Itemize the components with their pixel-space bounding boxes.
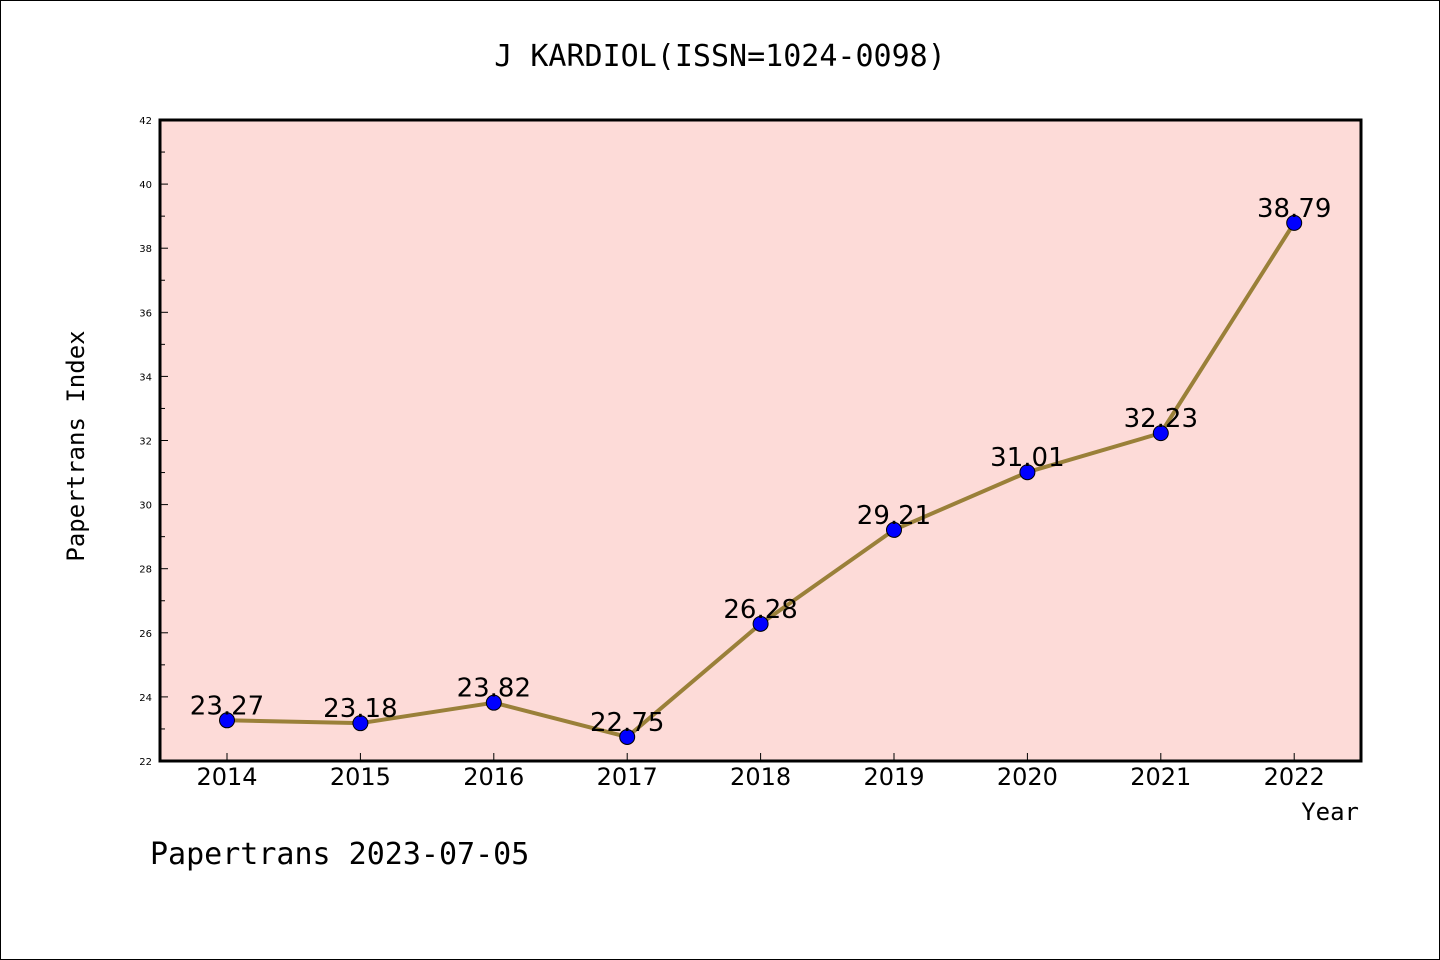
data-labels: 23.27 23.18 23.82 22.75 26.28 29.21 31.01 32.23… (190, 194, 1332, 738)
y-tick-label: 42 (139, 116, 152, 127)
x-tick-label: 2016 (463, 763, 524, 791)
data-label: 22.75 (590, 708, 664, 738)
x-tick-label: 2017 (597, 763, 658, 791)
data-point (1019, 464, 1036, 481)
x-tick-label: 2014 (196, 763, 257, 791)
data-point (752, 615, 769, 632)
data-label: 23.82 (457, 674, 531, 704)
data-point (1152, 425, 1169, 442)
data-point (886, 521, 902, 538)
x-tick-label: 2018 (730, 763, 791, 791)
y-tick-label: 28 (139, 565, 152, 576)
x-tick-label: 2020 (997, 763, 1058, 791)
y-tick-label: 38 (139, 244, 152, 255)
x-tick-label: 2015 (330, 763, 391, 791)
y-axis: 22 24 26 28 30 32 34 36 38 40 42 (139, 116, 168, 768)
y-tick-label: 24 (139, 693, 152, 704)
data-label: 32.23 (1124, 404, 1198, 434)
y-tick-label: 30 (139, 501, 152, 512)
x-axis: 2014 2015 2016 2017 2018 2019 2020 2021 2022 (196, 753, 1325, 791)
data-point (619, 728, 636, 745)
y-tick-label: 34 (139, 372, 152, 383)
x-tick-label: 2022 (1264, 763, 1325, 791)
footer-text: Papertrans 2023-07-05 (150, 837, 529, 872)
data-label: 29.21 (857, 501, 931, 531)
data-label: 26.28 (723, 595, 797, 625)
data-label: 38.79 (1257, 194, 1331, 224)
data-point (219, 712, 235, 729)
data-point (352, 715, 369, 732)
y-tick-label: 26 (139, 629, 152, 640)
x-tick-label: 2019 (863, 763, 924, 791)
data-label: 23.18 (323, 694, 397, 724)
data-label: 23.27 (190, 691, 264, 721)
x-tick-label: 2021 (1130, 763, 1191, 791)
data-point (1286, 214, 1303, 231)
plot-area (158, 118, 1363, 763)
y-tick-label: 40 (139, 180, 152, 191)
data-label: 31.01 (990, 443, 1064, 473)
series-markers (219, 214, 1303, 745)
data-point (485, 694, 502, 711)
y-tick-label: 32 (139, 437, 152, 448)
chart-title: J KARDIOL(ISSN=1024-0098) (494, 39, 946, 74)
x-axis-label: Year (1301, 798, 1359, 826)
y-axis-label: Papertrans Index (62, 330, 90, 561)
y-tick-label: 36 (139, 308, 152, 319)
y-tick-label: 22 (139, 757, 152, 768)
